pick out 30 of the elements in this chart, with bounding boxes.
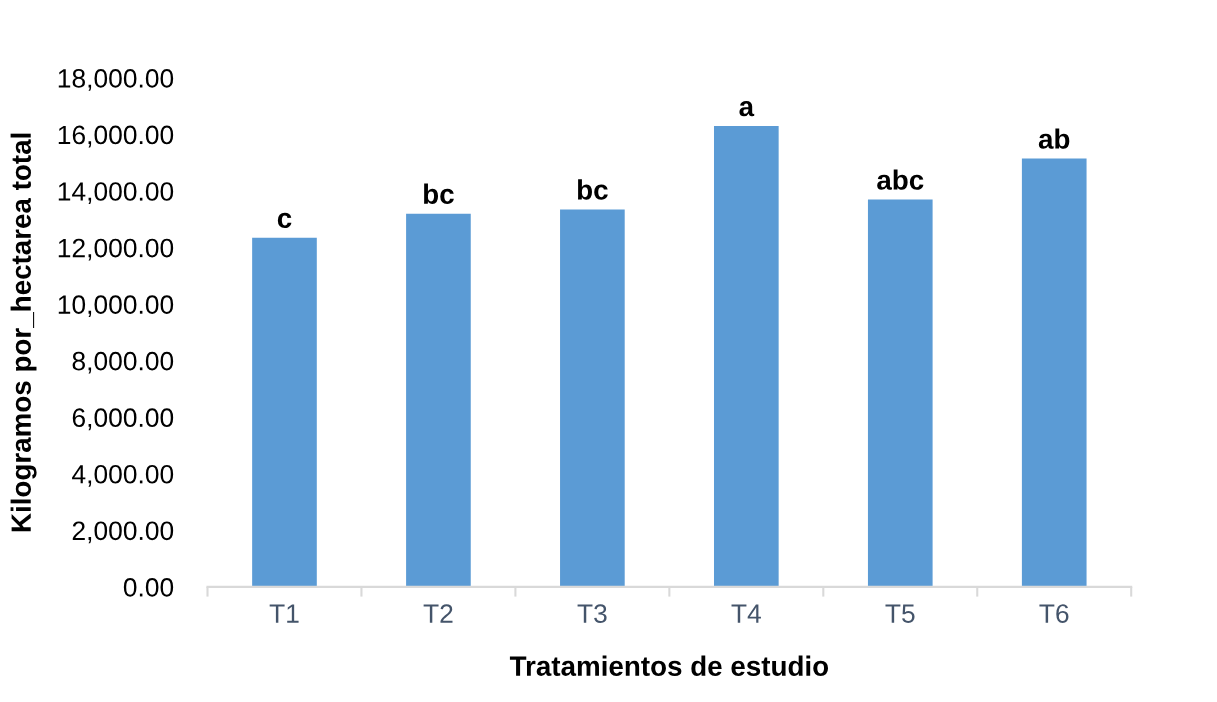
annotation: bc [578,179,608,200]
x-tick-label: T3 [577,604,607,623]
y-tick-label: 6,000.00 [72,408,174,431]
x-tick-label: T4 [731,604,761,623]
x-tick-label: T5 [885,604,915,623]
annotation: bc [424,183,454,204]
y-tick-label: 18,000.00 [58,69,174,91]
annotation: a [739,101,755,117]
y-axis-title: Kilogramos por_hectarea total [10,133,37,532]
x-tick-label: T6 [1039,604,1069,623]
bar [252,237,317,587]
x-tick-label: T1 [269,604,299,623]
y-tick-label: 8,000.00 [72,351,174,374]
bar [406,213,471,587]
bar [867,199,933,587]
annotation: ab [1038,128,1070,149]
annotation: abc [877,169,924,190]
x-axis-title: Tratamientos de estudio [509,655,829,676]
y-tick-label: 10,000.00 [58,295,174,318]
bar [714,125,779,587]
y-tick-label: 2,000.00 [72,521,174,544]
y-tick-label: 16,000.00 [58,125,174,148]
y-tick-label: 12,000.00 [58,238,174,261]
x-tick-label: T2 [423,604,453,623]
bar [1021,158,1087,587]
bar [560,209,625,587]
y-tick-label: 0.00 [123,578,174,597]
y-tick-label: 14,000.00 [58,182,174,204]
y-tick-label: 4,000.00 [72,464,174,487]
annotation: c [277,212,292,229]
